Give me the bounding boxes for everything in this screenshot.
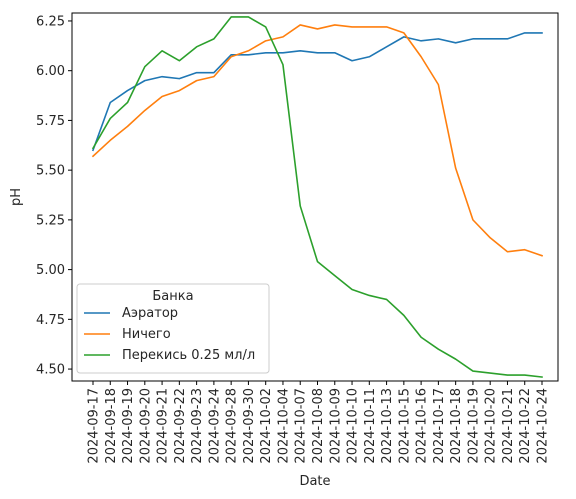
series-line-2 [91,16,543,378]
x-tick-label: 2024-09-19 [121,388,136,464]
y-tick-label: 6.00 [36,64,65,79]
legend-items: Аэратор Ничего Перекись 0.25 мл/л [84,306,255,363]
x-tick-label: 2024-10-24 [536,388,551,464]
x-tick-label: 2024-10-17 [432,388,447,464]
x-tick-label: 2024-10-13 [380,388,395,464]
x-tick-label: 2024-09-30 [242,388,257,464]
x-tick-label: 2024-10-22 [518,388,533,464]
x-tick-label: 2024-10-18 [449,388,464,464]
x-tick-label: 2024-10-08 [311,388,326,464]
axes-frame [71,12,559,382]
x-tick-label: 2024-09-18 [104,388,119,464]
legend-label: Ничего [122,327,171,342]
y-tick-label: 6.25 [36,14,65,29]
y-tick-label: 5.75 [36,114,65,129]
x-tick-label: 2024-09-22 [173,388,188,464]
y-tick-label: 5.25 [36,213,65,228]
x-tick-label: 2024-10-21 [501,388,516,464]
plot-lines [91,16,544,378]
y-tick-label: 5.00 [36,263,65,278]
legend-label: Перекись 0.25 мл/л [122,348,255,363]
legend-label: Аэратор [122,306,178,321]
y-tick-label: 4.50 [36,363,65,378]
x-tick-label: 2024-09-28 [225,388,240,464]
x-tick-label: 2024-10-07 [294,388,309,464]
x-tick-label: 2024-10-15 [397,388,412,464]
x-tick-label: 2024-10-02 [259,388,274,464]
x-axis-ticks: 2024-09-17 2024-09-18 2024-09-19 2024-09-20… [87,381,551,464]
x-tick-label: 2024-09-23 [190,388,205,464]
y-tick-label: 4.75 [36,313,65,328]
x-tick-label: 2024-10-10 [346,388,361,464]
x-tick-label: 2024-10-16 [415,388,430,464]
y-axis-label: pH [9,188,24,206]
y-tick-label: 5.50 [36,164,65,179]
y-axis-ticks: 4.50 4.75 5.00 5.25 5.50 5.75 6.00 6.25 [36,14,72,378]
x-tick-label: 2024-09-24 [207,388,222,464]
x-tick-label: 2024-09-21 [156,388,171,464]
x-axis-label: Date [299,474,330,489]
x-tick-label: 2024-10-04 [276,388,291,464]
x-tick-label: 2024-10-11 [363,388,378,464]
legend-title: Банка [152,289,193,304]
x-tick-label: 2024-09-17 [87,388,102,464]
legend: Банка Аэратор Ничего Перекись 0.25 мл/л [76,283,270,374]
x-tick-label: 2024-10-19 [466,388,481,464]
series-line-0 [91,32,543,152]
series-line-1 [91,24,544,257]
legend-box [76,283,270,374]
x-tick-label: 2024-10-20 [484,388,499,464]
x-tick-label: 2024-09-20 [138,388,153,464]
x-tick-label: 2024-10-09 [328,388,343,464]
